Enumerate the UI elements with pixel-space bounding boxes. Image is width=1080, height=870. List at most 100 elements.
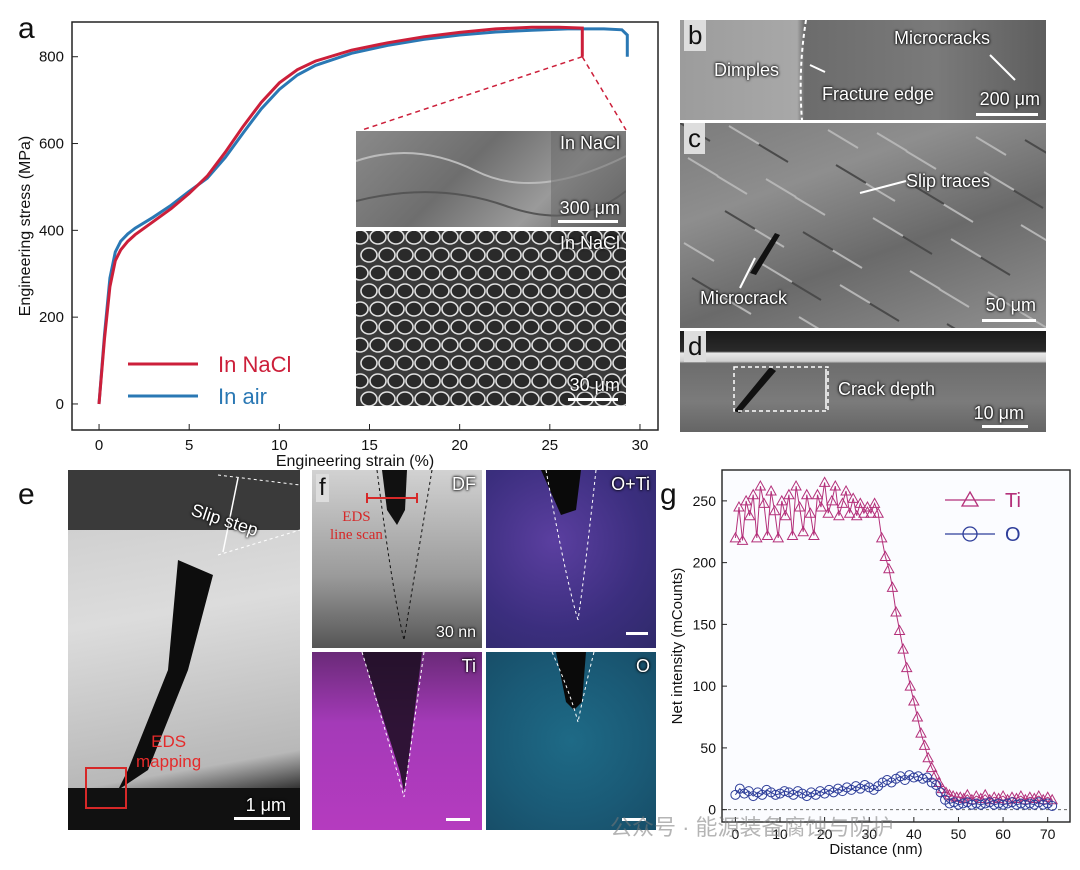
x-tick-label-a: 0 bbox=[95, 437, 103, 454]
ti-point bbox=[736, 534, 749, 545]
slip-trace bbox=[724, 210, 756, 230]
dimple bbox=[531, 231, 549, 245]
panel-b-scale-bar bbox=[976, 113, 1038, 116]
slip-trace bbox=[794, 196, 826, 216]
fracture-surface-texture bbox=[356, 131, 626, 227]
legend-marker-ti bbox=[960, 490, 980, 507]
y-tick-label-g: 50 bbox=[700, 740, 716, 756]
x-tick-label-a: 5 bbox=[185, 437, 193, 454]
slip-trace bbox=[827, 129, 859, 149]
panel-f-df-overlay bbox=[366, 470, 433, 641]
dimple bbox=[594, 319, 612, 335]
eds-line-scan-label: EDS line scan bbox=[330, 508, 383, 544]
dimple bbox=[486, 247, 504, 263]
slip-trace bbox=[864, 182, 896, 202]
dimple bbox=[432, 283, 450, 299]
inset-bottom-scale-bar bbox=[568, 398, 618, 401]
ti-point bbox=[954, 791, 967, 802]
x-tick-label-g: 10 bbox=[772, 826, 788, 842]
panel-b-image: b Dimples Fracture edge Microcracks 200 … bbox=[680, 20, 1046, 120]
y-tick-label-a: 400 bbox=[39, 222, 64, 239]
dimple bbox=[356, 301, 369, 317]
dimple bbox=[621, 231, 626, 244]
panel-e-image: Slip step EDS mapping 1 μm bbox=[68, 470, 300, 830]
panel-letter-c: c bbox=[684, 123, 705, 154]
inset-top-label: In NaCl bbox=[559, 133, 620, 153]
dimple bbox=[396, 355, 414, 371]
dimple bbox=[513, 265, 531, 281]
df-label: DF bbox=[452, 474, 476, 494]
dimple bbox=[396, 319, 414, 335]
x-tick-label-a: 20 bbox=[451, 437, 468, 454]
dimple bbox=[612, 319, 626, 335]
dimple bbox=[603, 373, 621, 389]
dimple bbox=[360, 283, 378, 299]
dimple bbox=[459, 337, 477, 353]
dimple bbox=[441, 301, 459, 317]
o-point bbox=[931, 779, 942, 790]
dimple bbox=[585, 265, 603, 281]
dimple bbox=[432, 355, 450, 371]
dimple bbox=[356, 231, 369, 245]
ti-point bbox=[868, 497, 881, 508]
ti-point bbox=[822, 507, 835, 518]
ti-point bbox=[754, 480, 767, 491]
dimple bbox=[585, 231, 603, 245]
dimple bbox=[576, 355, 594, 371]
dimple bbox=[594, 355, 612, 371]
y-tick-label-a: 0 bbox=[56, 396, 64, 413]
ti-point bbox=[811, 488, 824, 500]
dimple bbox=[414, 355, 432, 371]
dimple bbox=[360, 355, 378, 371]
dimple bbox=[522, 319, 540, 335]
dimple bbox=[423, 373, 441, 389]
dimple bbox=[549, 231, 567, 245]
stress-strain-chart: 0 5 10 15 20 25 30 0 200 400 600 800 Engineering str… bbox=[17, 21, 659, 470]
fracture-edge-label: Fracture edge bbox=[822, 84, 935, 104]
ti-point bbox=[790, 480, 802, 491]
slip-trace bbox=[946, 323, 956, 328]
ti-point bbox=[772, 531, 785, 543]
dimple bbox=[468, 319, 486, 335]
dimple bbox=[513, 231, 531, 245]
legend-label-o: O bbox=[1005, 524, 1021, 546]
y-tick-label-g: 0 bbox=[708, 802, 716, 818]
dimple bbox=[405, 373, 423, 389]
ti-point bbox=[843, 507, 856, 518]
ti-point bbox=[1015, 790, 1027, 801]
y-tick-label-a: 200 bbox=[39, 309, 64, 326]
dimple bbox=[486, 283, 504, 299]
x-tick-label-a: 25 bbox=[541, 437, 558, 454]
dimple bbox=[387, 373, 405, 389]
slip-trace bbox=[831, 249, 863, 269]
eds-mapping-line2: mapping bbox=[136, 752, 202, 771]
panel-f-ti-image: Ti bbox=[312, 652, 482, 830]
slip-trace bbox=[839, 284, 871, 304]
ti-point bbox=[840, 484, 852, 496]
dimple bbox=[621, 302, 626, 316]
dimple bbox=[513, 373, 531, 389]
dimple bbox=[387, 301, 405, 317]
ti-point bbox=[872, 507, 885, 518]
ti-point bbox=[907, 694, 920, 706]
dimple bbox=[414, 319, 432, 335]
dimple bbox=[459, 373, 477, 389]
slip-traces-label: Slip traces bbox=[906, 171, 991, 191]
dimple bbox=[522, 391, 540, 406]
dimple bbox=[558, 283, 576, 299]
x-axis-label-a: Engineering strain (%) bbox=[276, 453, 434, 470]
ti-point bbox=[775, 494, 788, 506]
panel-d-image: d Crack depth 10 μm bbox=[680, 331, 1046, 432]
ti-point bbox=[850, 509, 863, 521]
panel-f-o-image: O bbox=[486, 652, 656, 830]
dimple bbox=[441, 265, 459, 281]
dimple bbox=[405, 231, 423, 245]
panel-b-scale-label: 200 μm bbox=[979, 89, 1040, 109]
ti-point bbox=[970, 790, 983, 801]
dimple bbox=[486, 319, 504, 335]
o-point bbox=[953, 799, 964, 810]
o-point bbox=[975, 799, 986, 810]
panel-c-image: c Slip traces Microcrack 50 μm bbox=[680, 123, 1046, 328]
dimple bbox=[450, 391, 468, 406]
dimple bbox=[495, 231, 513, 245]
